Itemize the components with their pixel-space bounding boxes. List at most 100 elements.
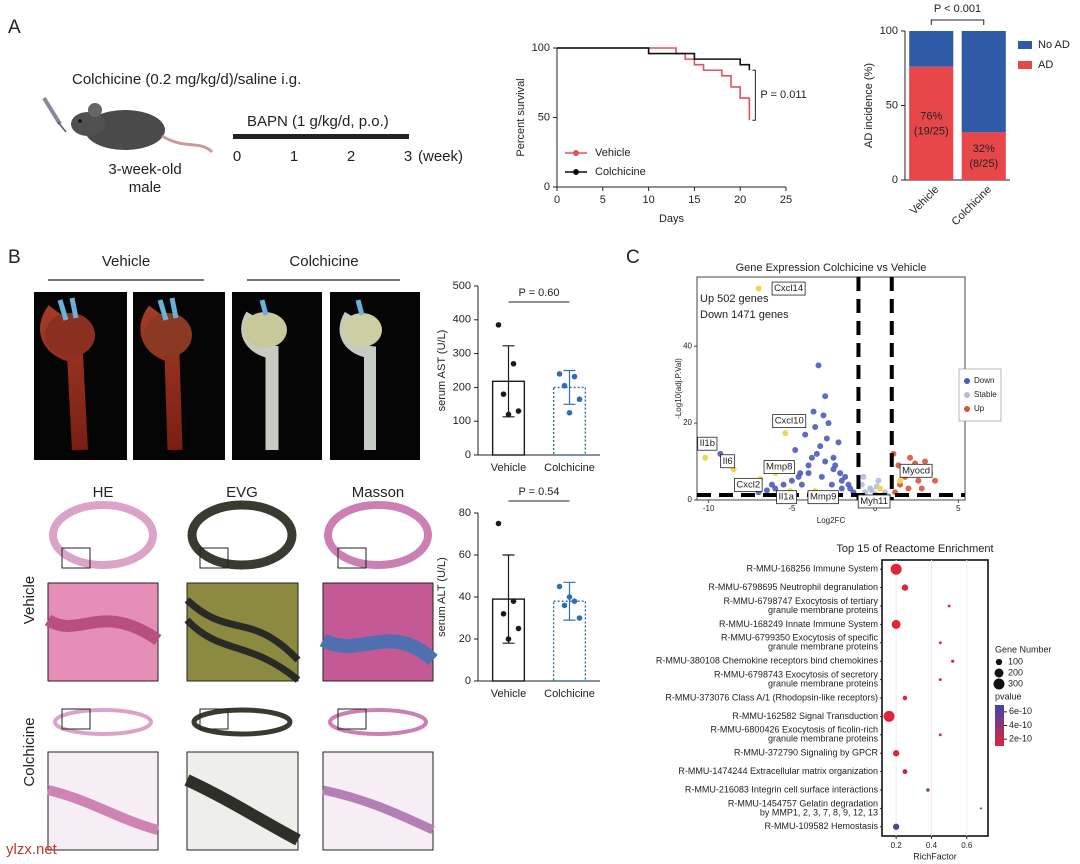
x-axis-label: Log2FC [817,516,846,525]
gene-label: Il1b [700,438,715,449]
gene-point [875,477,882,484]
gene-label: Myh11 [860,496,888,507]
row-label: Vehicle [21,576,38,624]
error-bar [502,554,515,644]
enrichment-dot [891,619,901,629]
plot-frame [881,559,989,837]
gene-label: Cxcl10 [775,416,804,427]
x-tick-label: 20 [734,194,746,206]
size-legend-marker [995,658,1003,666]
data-point [561,382,568,389]
enrichment-dot [892,750,900,757]
gene-point [860,473,867,480]
gene-point [808,454,815,461]
gene-point [813,450,820,457]
x-tick-label: Vehicle [491,462,526,474]
color-tick-label: 2e-10 [1009,734,1032,744]
value-label: (8/25) [969,158,998,170]
color-bar [995,705,1004,746]
x-tick-label: Colchicine [950,184,994,228]
enrichment-dot [892,823,900,830]
error-bar [563,369,576,405]
legend-marker [964,378,970,384]
stain-label: HE [93,484,114,501]
x-tick-label: 5 [600,194,606,206]
highlight-point [877,485,884,492]
color-legend-title: pvalue [995,691,1022,701]
timeline-tick: 3 [404,148,412,165]
p-value: P = 0.60 [518,287,559,299]
gene-point [798,481,805,488]
data-point [566,409,573,416]
x-axis-label: Days [659,213,685,225]
data-point [500,611,507,617]
x-tick-label: 0.2 [891,841,903,850]
gene-point [842,473,849,480]
gene-point [788,477,795,484]
y-tick-label: 50 [538,111,550,123]
survival-line [557,47,751,121]
gene-point [832,462,839,469]
value-label: 76% [920,110,942,122]
gene-point [768,481,775,488]
x-tick-label: Colchicine [544,462,595,474]
gene-label-box [697,436,718,451]
watermark: ylzx.net [6,841,58,858]
gene-point [837,470,844,477]
timeline-unit: (week) [418,148,463,165]
gene-point [835,439,842,446]
aorta-photos: Vehicle Colchicine [34,253,420,460]
category-label: R-MMU-373076 Class A/1 (Rhodopsin-like r… [665,692,878,702]
y-tick-label: 20 [683,418,692,427]
gene-point [795,473,802,480]
category-label: R-MMU-109582 Hemostasis [764,821,878,831]
schematic: Colchicine (0.2 mg/kg/d)/saline i.g. 3-w… [42,71,463,196]
y-axis-label: -Log10(adj.P.Val) [674,358,683,419]
y-tick-label: 40 [459,591,471,603]
gene-label-box [733,477,763,492]
p-value: P < 0.001 [934,3,981,15]
chart-title: Top 15 of Reactome Enrichment [836,543,993,555]
p-value: P = 0.54 [518,486,559,498]
timeline-tick: 2 [347,148,355,165]
gene-point [845,481,852,488]
y-axis-label: AD incidence (%) [863,63,875,148]
gene-label: Myocd [902,465,930,476]
x-tick-label: 25 [780,194,792,206]
enrichment-dot [901,584,909,591]
plot-frame [696,276,966,501]
gene-label-box [771,281,806,296]
annotation: Up 502 genes [700,293,769,305]
enrichment-dot [938,678,942,682]
bar-segment [961,132,1006,180]
gene-point [825,420,832,427]
stain-label: EVG [226,484,258,501]
y-tick-label: 40 [683,341,692,350]
gene-point [805,462,812,469]
legend-label: Stable [974,390,997,399]
timeline-tick: 1 [290,148,298,165]
category-label: R-MMU-1474244 Extracellular matrix organ… [678,766,878,776]
y-tick-label: 60 [459,549,471,561]
x-tick-label: Colchicine [544,688,595,700]
gene-point [820,412,827,419]
highlight-point [755,285,762,292]
color-tick-label: 4e-10 [1009,720,1032,730]
panel-label: A [8,17,21,38]
category-label: R-MMU-162582 Signal Transduction [732,711,878,721]
group-label: Vehicle [102,253,150,270]
p-value: P = 0.011 [760,89,806,101]
y-axis-label: serum AST (U/L) [436,330,448,412]
highlight-point [897,477,904,484]
gene-point [810,408,817,415]
significance-bracket [752,69,756,121]
gene-label-box [772,414,807,429]
legend-label: Vehicle [595,147,630,159]
size-legend-label: 300 [1008,678,1023,688]
x-tick-label: Vehicle [908,184,942,218]
gene-point [780,481,787,488]
category-label: R-MMU-6798695 Neutrophil degranulation [708,582,878,592]
enrichment-dot [883,710,895,722]
treatment-text: Colchicine (0.2 mg/kg/d)/saline i.g. [72,71,301,88]
data-point [556,583,563,590]
